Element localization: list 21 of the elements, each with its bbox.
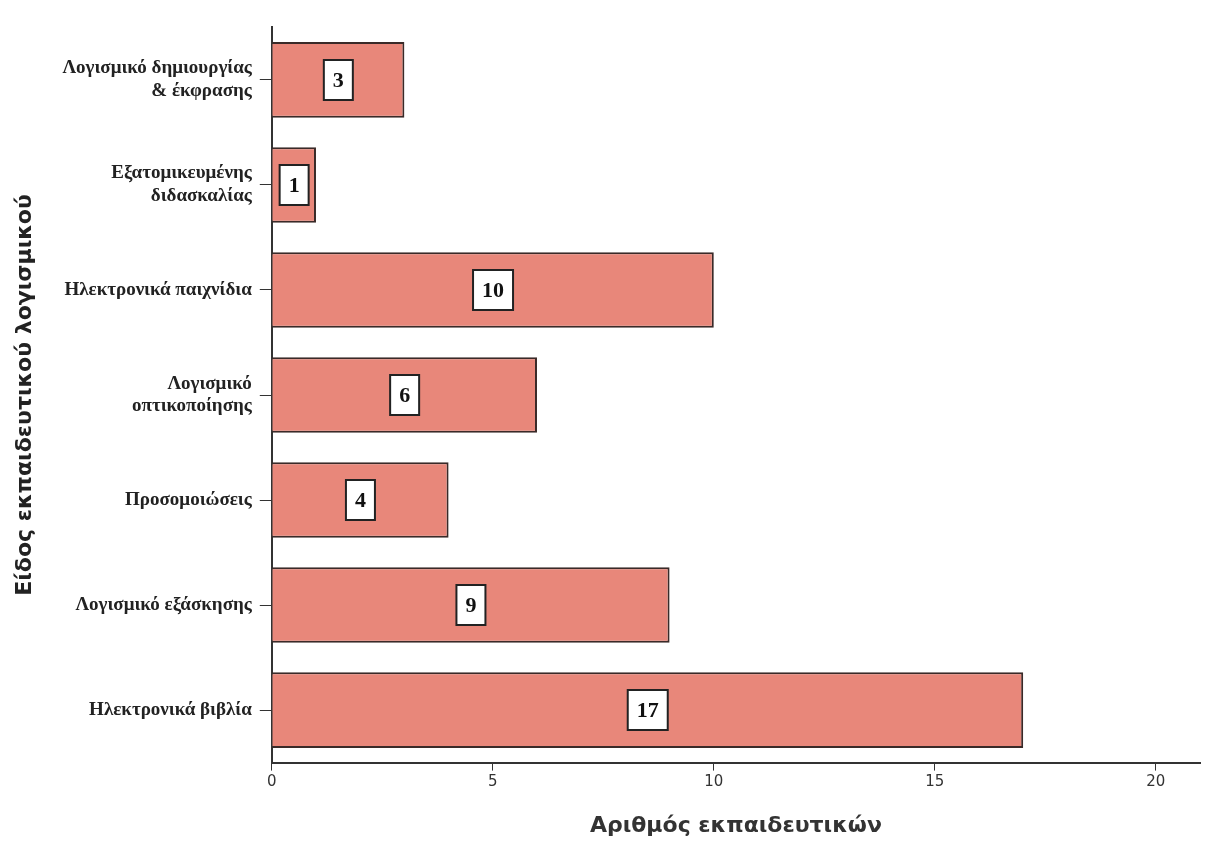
- y-tick-label: Εξατομικευμένης διδασκαλίας: [111, 161, 253, 206]
- y-tick-label: Λογισμικό οπτικοποίησης: [131, 371, 253, 416]
- data-label: 3: [332, 66, 344, 92]
- data-label: 17: [636, 696, 659, 722]
- data-label: 4: [354, 486, 366, 512]
- y-axis-title: Είδος εκπαιδευτικού λογισμικού: [10, 194, 36, 596]
- x-tick-label: 0: [267, 772, 277, 791]
- x-tick-label: 15: [925, 772, 945, 791]
- y-tick-label: Ηλεκτρονικά βιβλία: [89, 697, 253, 719]
- x-tick-label: 10: [704, 772, 724, 791]
- y-tick-label: Προσομοιώσεις: [125, 487, 253, 509]
- data-label: 10: [482, 276, 505, 302]
- x-axis-title: Αριθμός εκπαιδευτικών: [589, 811, 882, 837]
- y-tick-label: Λογισμικό δημιουργίας & έκφρασης: [62, 56, 253, 101]
- data-label: 9: [465, 591, 477, 617]
- x-tick-label: 20: [1146, 772, 1166, 791]
- data-label: 6: [399, 381, 411, 407]
- y-tick-label: Λογισμικό εξάσκησης: [75, 592, 253, 615]
- x-tick-label: 5: [488, 772, 498, 791]
- data-label: 1: [288, 171, 300, 197]
- y-tick-label: Ηλεκτρονικά παιχνίδια: [64, 277, 253, 299]
